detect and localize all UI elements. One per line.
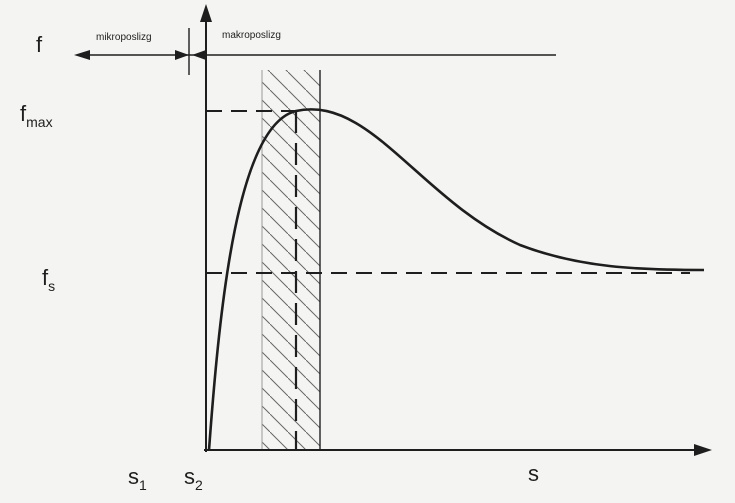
f-max-label-sub: max — [26, 114, 52, 130]
s1-label-main: s — [128, 464, 139, 489]
s1-label: s1 — [128, 464, 147, 493]
makroposlizg-left-arrowhead — [192, 50, 206, 60]
mikroposlizg-left-arrowhead — [74, 50, 90, 60]
hatched-region — [262, 70, 320, 450]
mikroposlizg-right-arrowhead — [175, 50, 189, 60]
s-axis-label: s — [528, 461, 539, 486]
s2-label-sub: 2 — [195, 477, 203, 493]
s1-label-sub: 1 — [139, 477, 147, 493]
vertical-axis-arrowhead — [200, 4, 212, 22]
makroposlizg-label: makroposlizg — [222, 30, 281, 41]
s2-label-main: s — [184, 464, 195, 489]
s2-label: s2 — [184, 464, 203, 493]
f-s-label-sub: s — [48, 278, 55, 294]
friction-curve — [207, 108, 705, 451]
f-s-label-main: f — [42, 265, 49, 290]
f-max-label-main: f — [20, 101, 27, 126]
horizontal-axis-arrowhead — [694, 444, 712, 456]
mikroposlizg-label: mikroposlizg — [96, 32, 152, 43]
f-max-label: fmax — [20, 101, 53, 130]
f-s-label: fs — [42, 265, 55, 294]
f-axis-label: f — [36, 32, 43, 57]
